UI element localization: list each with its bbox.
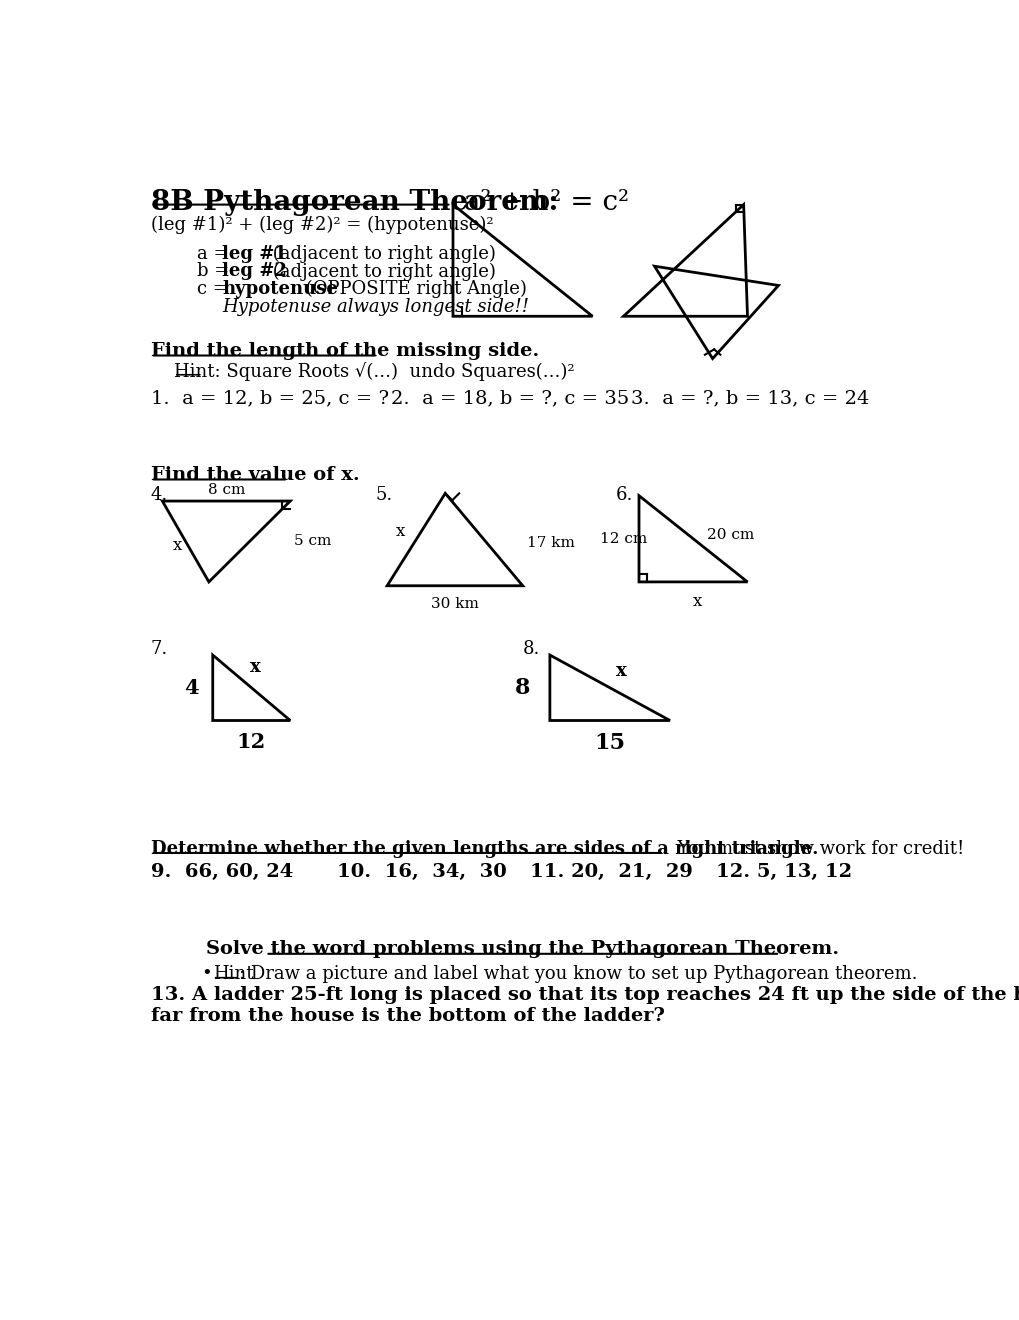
Text: 8 cm: 8 cm — [208, 483, 245, 498]
Text: b =: b = — [197, 263, 235, 280]
Text: 10.  16,  34,  30: 10. 16, 34, 30 — [336, 863, 506, 880]
Text: x: x — [395, 523, 405, 540]
Text: (leg #1)² + (leg #2)² = (hypotenuse)²: (leg #1)² + (leg #2)² = (hypotenuse)² — [151, 216, 493, 235]
Text: 17 km: 17 km — [526, 536, 574, 550]
Text: (adjacent to right angle): (adjacent to right angle) — [267, 244, 495, 263]
Text: •: • — [201, 965, 212, 982]
Text: Find the value of x.: Find the value of x. — [151, 466, 359, 484]
Text: : Draw a picture and label what you know to set up Pythagorean theorem.: : Draw a picture and label what you know… — [238, 965, 917, 982]
Text: 3.  a = ?, b = 13, c = 24: 3. a = ?, b = 13, c = 24 — [631, 389, 869, 408]
Text: Hint: Square Roots √(...)  undo Squares(...)²: Hint: Square Roots √(...) undo Squares(.… — [174, 362, 574, 380]
Text: 8: 8 — [515, 677, 530, 698]
Text: Hint: Hint — [213, 965, 253, 982]
Text: 15: 15 — [594, 733, 625, 754]
Text: You must show work for credit!: You must show work for credit! — [665, 840, 964, 858]
Text: far from the house is the bottom of the ladder?: far from the house is the bottom of the … — [151, 1007, 664, 1024]
Text: 1.  a = 12, b = 25, c = ?: 1. a = 12, b = 25, c = ? — [151, 389, 388, 408]
Text: 30 km: 30 km — [431, 598, 478, 611]
Text: 6.: 6. — [615, 487, 633, 504]
Text: c =: c = — [197, 280, 233, 298]
Text: 20 cm: 20 cm — [706, 528, 754, 543]
Text: 12 cm: 12 cm — [599, 532, 647, 545]
Text: a² + b² = c²: a² + b² = c² — [454, 189, 628, 216]
Text: 7.: 7. — [151, 640, 168, 657]
Text: (OPPOSITE right Angle): (OPPOSITE right Angle) — [300, 280, 527, 298]
Text: 12: 12 — [236, 733, 266, 752]
Text: a =: a = — [197, 244, 234, 263]
Text: x: x — [250, 659, 261, 676]
Text: 2.  a = 18, b = ?, c = 35: 2. a = 18, b = ?, c = 35 — [390, 389, 629, 408]
Text: 13. A ladder 25-ft long is placed so that its top reaches 24 ft up the side of t: 13. A ladder 25-ft long is placed so tha… — [151, 986, 1019, 1005]
Text: 4.: 4. — [151, 487, 168, 504]
Text: 12. 5, 13, 12: 12. 5, 13, 12 — [715, 863, 852, 880]
Text: leg #2: leg #2 — [222, 263, 286, 280]
Text: Find the length of the missing side.: Find the length of the missing side. — [151, 342, 538, 359]
Text: 5 cm: 5 cm — [293, 535, 331, 549]
Text: x: x — [173, 537, 182, 554]
Text: 8B Pythagorean Theorem:: 8B Pythagorean Theorem: — [151, 189, 557, 216]
Text: hypotenuse: hypotenuse — [222, 280, 337, 298]
Text: (adjacent to right angle): (adjacent to right angle) — [267, 263, 495, 281]
Text: Determine whether the given lengths are sides of a right triangle.: Determine whether the given lengths are … — [151, 840, 817, 858]
Text: Hypotenuse always longest side!!: Hypotenuse always longest side!! — [222, 298, 529, 315]
Text: 4: 4 — [183, 677, 198, 698]
Text: Solve the word problems using the Pythagorean Theorem.: Solve the word problems using the Pythag… — [206, 940, 839, 958]
Text: 8.: 8. — [522, 640, 540, 657]
Text: 9.  66, 60, 24: 9. 66, 60, 24 — [151, 863, 292, 880]
Text: 11. 20,  21,  29: 11. 20, 21, 29 — [530, 863, 693, 880]
Text: leg #1: leg #1 — [222, 244, 286, 263]
Text: x: x — [615, 663, 627, 680]
Text: x: x — [692, 594, 701, 610]
Text: 5.: 5. — [375, 487, 392, 504]
